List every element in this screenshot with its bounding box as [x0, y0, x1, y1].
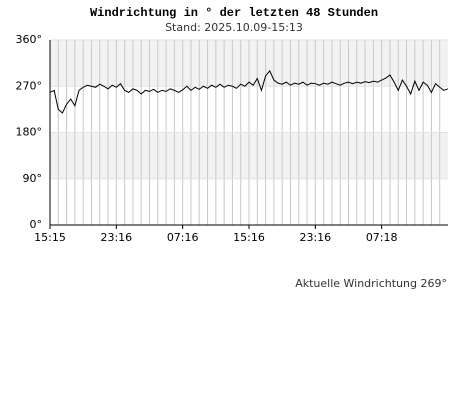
x-tick-label: 07:18 — [366, 231, 398, 244]
wind-direction-line — [49, 69, 449, 114]
y-tick-label: 360° — [16, 33, 43, 46]
chart-subtitle: Stand: 2025.10.09-15:13 — [165, 21, 303, 34]
chart-title: Windrichtung in ° der letzten 48 Stunden — [90, 6, 378, 20]
y-tick-label: 180° — [16, 126, 43, 139]
y-tick-label: 270° — [16, 79, 43, 92]
x-tick-label: 23:16 — [100, 231, 132, 244]
x-tick-label: 15:15 — [34, 231, 66, 244]
y-tick-label: 90° — [23, 172, 43, 185]
y-tick-label: 0° — [30, 218, 43, 231]
x-tick-label: 23:16 — [299, 231, 331, 244]
current-value-note: Aktuelle Windrichtung 269° — [295, 277, 447, 290]
x-tick-label: 15:16 — [233, 231, 265, 244]
x-tick-label: 07:16 — [167, 231, 199, 244]
